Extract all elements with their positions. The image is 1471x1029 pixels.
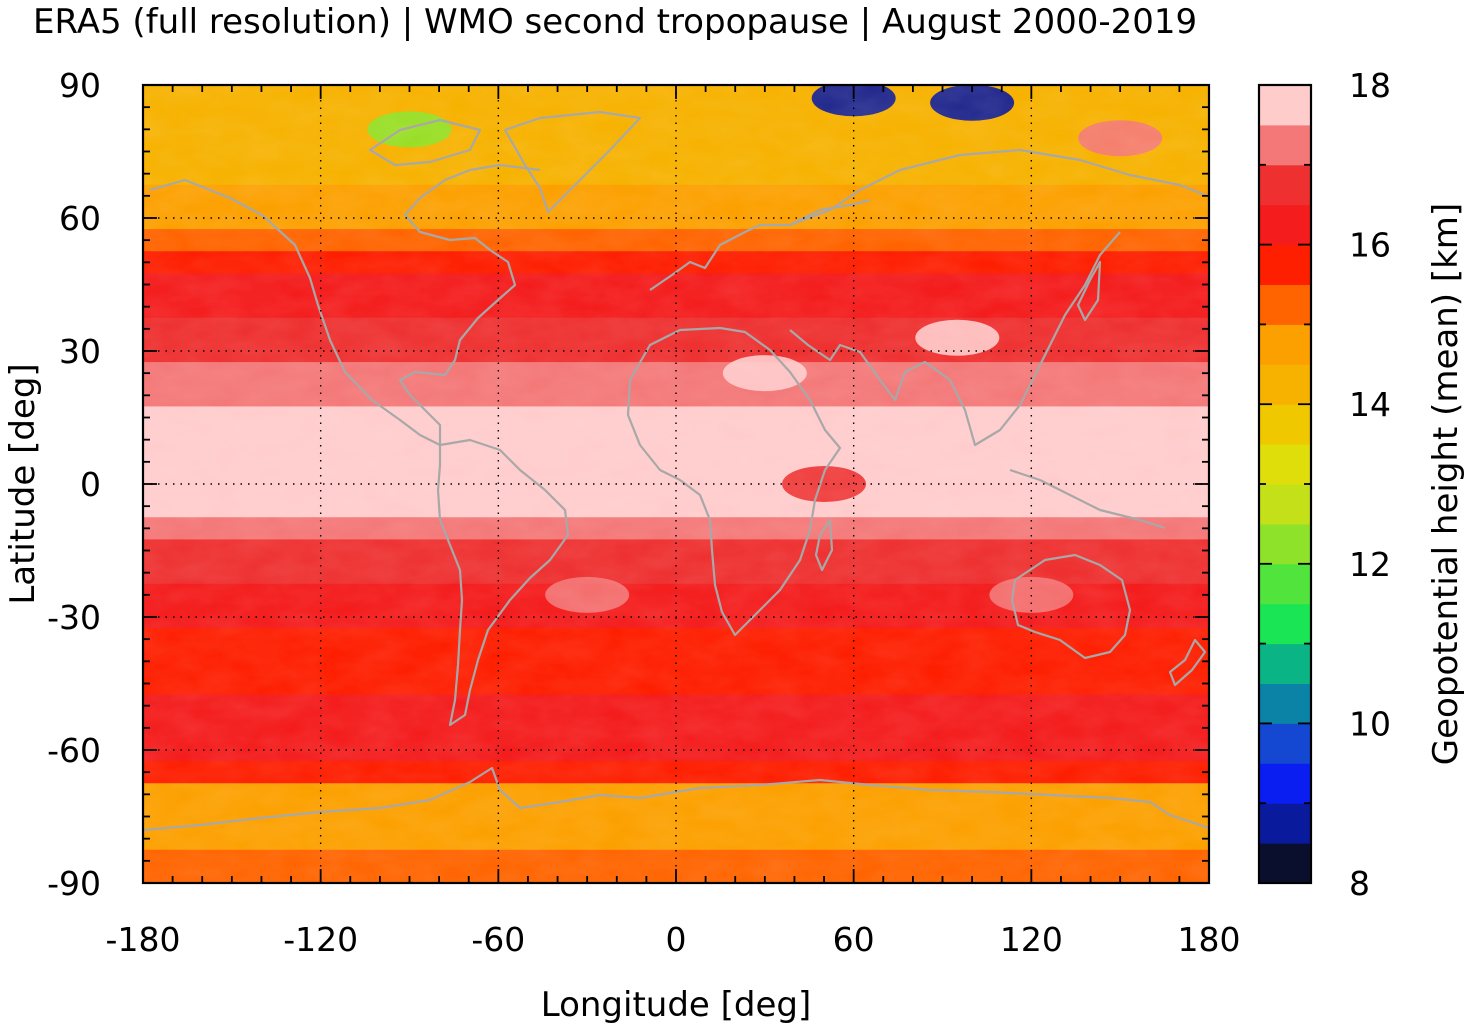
colorbar-swatch [1259, 603, 1311, 645]
colorbar-swatch [1259, 484, 1311, 525]
colorbar-tick-label: 10 [1349, 704, 1391, 743]
x-axis-label: Longitude [deg] [541, 985, 812, 1025]
y-tick-label: 60 [59, 199, 101, 238]
y-tick-label: -90 [47, 864, 101, 903]
coastline-greenland [503, 110, 642, 214]
grid [143, 85, 1209, 883]
colorbar: 8 10 12 14 16 18 Geopotential height (mean) [… [1257, 66, 1466, 903]
colorbar-swatch [1259, 643, 1311, 684]
chart-title: ERA5 (full resolution) | WMO second trop… [33, 2, 1197, 42]
coastline-africa [626, 326, 842, 637]
colorbar-swatch [1259, 324, 1311, 365]
colorbar-swatch [1259, 85, 1311, 126]
coastlines [143, 110, 1209, 832]
colorbar-swatch [1259, 204, 1311, 246]
colorbar-frame [1257, 83, 1313, 885]
colorbar-tick-label: 14 [1349, 385, 1391, 424]
coastline-europe [649, 198, 871, 291]
coastline-maritime-continent [1009, 468, 1166, 530]
coastline-australia [1010, 553, 1132, 660]
colorbar-swatch [1259, 404, 1311, 445]
colorbar-ticks [1259, 84, 1311, 884]
colorbar-swatch [1259, 723, 1311, 764]
colorbar-tick-label: 16 [1349, 226, 1391, 265]
y-axis-label: Latitude [deg] [3, 363, 43, 604]
coastline-new-zealand [1168, 638, 1207, 687]
y-tick-label: 0 [80, 465, 101, 504]
y-tick-label: 30 [59, 332, 101, 371]
plot-area [141, 83, 1211, 885]
colorbar-swatch [1259, 763, 1311, 804]
y-tick-label: -30 [47, 598, 101, 637]
coastline-japan [1076, 260, 1102, 322]
colorbar-tick-labels: 8 10 12 14 16 18 [1349, 66, 1391, 903]
y-tick-label: -60 [47, 731, 101, 770]
colorbar-tick-label: 18 [1349, 66, 1391, 105]
colorbar-swatch [1259, 843, 1311, 884]
x-tick-label: -180 [106, 920, 181, 959]
colorbar-label: Geopotential height (mean) [km] [1426, 203, 1466, 765]
colorbar-swatch [1259, 683, 1311, 724]
y-tick-labels: 90 60 30 0 -30 -60 -90 [47, 66, 101, 903]
colorbar-swatch [1259, 563, 1311, 605]
y-tick-label: 90 [59, 66, 101, 105]
plot-frame [141, 83, 1211, 885]
x-tick-label: 60 [833, 920, 875, 959]
colorbar-swatches [1259, 85, 1311, 884]
colorbar-tick-label: 12 [1349, 545, 1391, 584]
x-tick-label: 120 [1000, 920, 1063, 959]
colorbar-swatch [1259, 284, 1311, 325]
coastline-antarctica [143, 766, 1209, 832]
minor-ticks [142, 84, 1210, 884]
colorbar-swatch [1259, 444, 1311, 485]
colorbar-swatch [1259, 803, 1311, 844]
colorbar-tick-label: 8 [1349, 864, 1370, 903]
coastline-south-america [436, 438, 570, 727]
coastline-asia [789, 148, 1206, 447]
x-tick-label: 180 [1178, 920, 1241, 959]
colorbar-swatch [1259, 523, 1311, 565]
colorbar-swatch [1259, 364, 1311, 405]
colorbar-swatch [1259, 244, 1311, 285]
coastline-arctic-islands [368, 118, 482, 167]
x-tick-label: -120 [283, 920, 358, 959]
coastline-north-america [149, 163, 541, 447]
colorbar-swatch [1259, 164, 1311, 206]
coastline-madagascar [814, 518, 834, 572]
colorbar-swatch [1259, 124, 1311, 166]
x-tick-labels: -180 -120 -60 0 60 120 180 [106, 920, 1241, 959]
x-tick-label: -60 [471, 920, 525, 959]
x-tick-label: 0 [666, 920, 687, 959]
